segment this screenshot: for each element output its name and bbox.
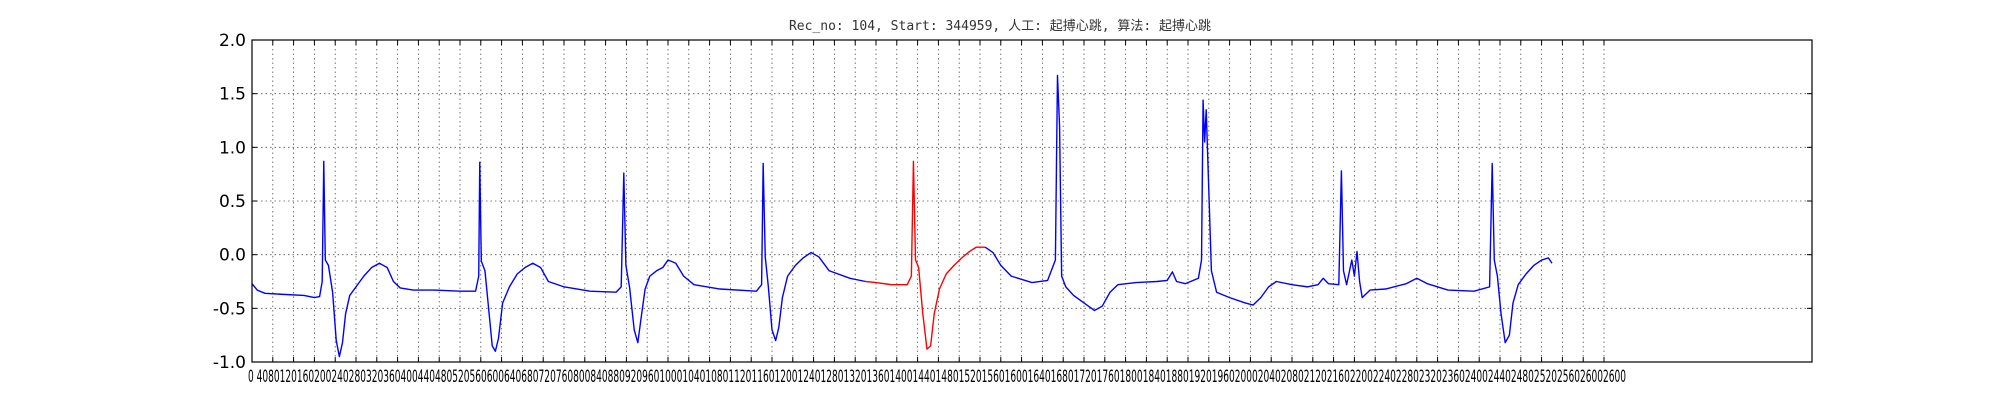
- ecg-series-line-0: [251, 160, 866, 358]
- y-tick-label: 1.5: [219, 85, 246, 105]
- ecg-series-line-2: [984, 74, 1553, 344]
- chart-title: Rec_no: 104, Start: 344959, 人工: 起搏心跳, 算法…: [789, 18, 1211, 34]
- series-layer: [251, 74, 1553, 358]
- y-tick-label: 0.0: [219, 246, 246, 266]
- tick-layer: -1.0 -0.5 0.0 0.5 1.0 1.5 2.0 0 408012016020024…: [213, 31, 1812, 387]
- y-tick-label: -0.5: [213, 299, 246, 319]
- y-tick-label: 2.0: [219, 31, 246, 51]
- y-tick-label: 1.0: [219, 138, 246, 158]
- y-tick-label: 0.5: [219, 192, 246, 212]
- grid-layer: [251, 39, 1812, 363]
- ecg-series-line-1: [865, 160, 986, 350]
- x-tick-labels: 0 40801201602002402803203604004404805205…: [248, 367, 1626, 387]
- y-tick-label: -1.0: [213, 353, 246, 373]
